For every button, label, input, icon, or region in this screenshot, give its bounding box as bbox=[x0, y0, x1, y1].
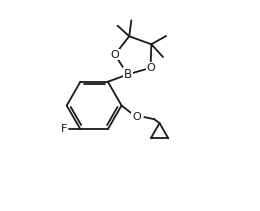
Text: O: O bbox=[146, 63, 155, 73]
Text: F: F bbox=[61, 124, 67, 134]
Text: B: B bbox=[124, 68, 132, 81]
Text: O: O bbox=[132, 112, 141, 122]
Text: O: O bbox=[110, 50, 119, 60]
